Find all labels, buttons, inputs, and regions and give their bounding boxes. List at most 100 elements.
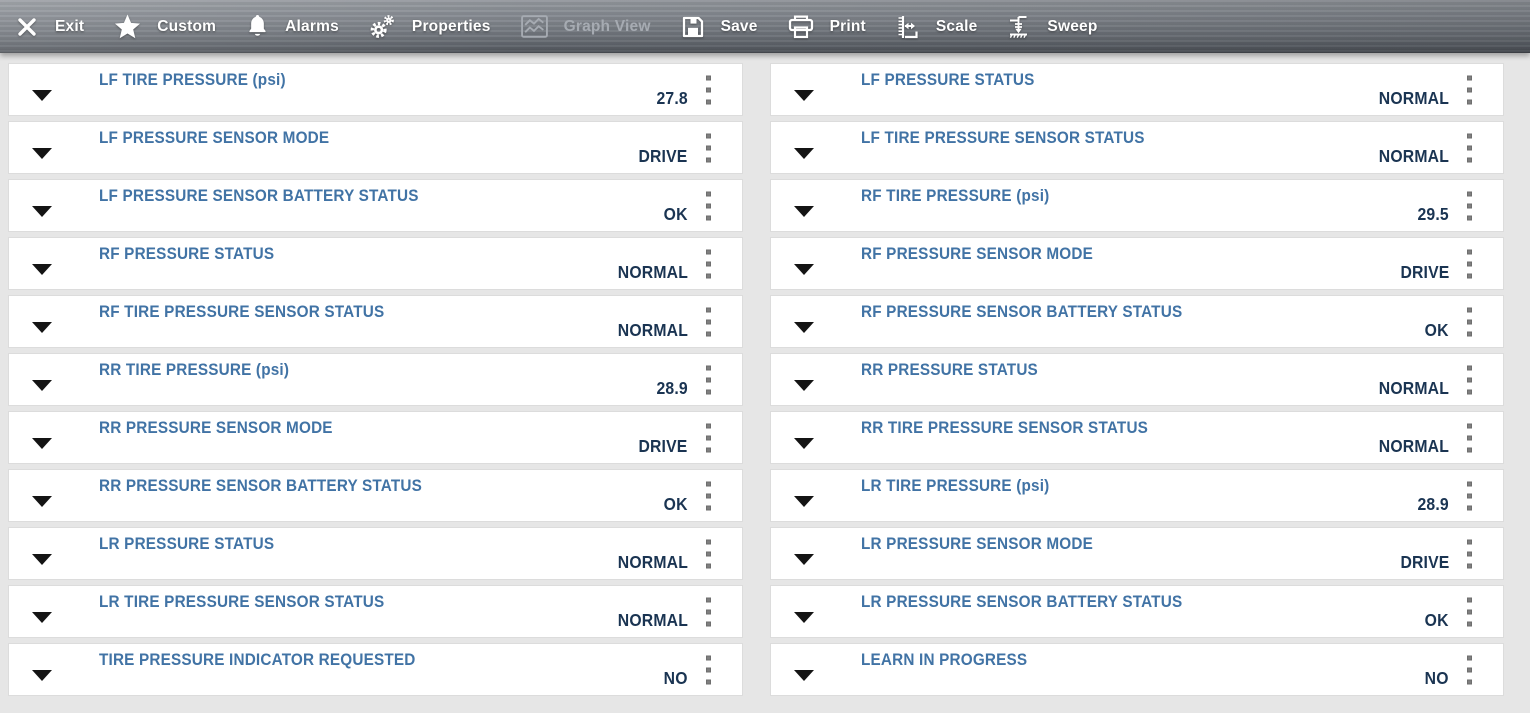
param-row[interactable]: LF PRESSURE STATUS NORMAL bbox=[769, 63, 1504, 116]
star-icon bbox=[113, 13, 142, 40]
row-menu-icon[interactable] bbox=[704, 537, 713, 570]
expand-caret-icon[interactable] bbox=[32, 90, 52, 101]
param-value: NORMAL bbox=[1378, 146, 1449, 166]
save-button[interactable]: Save bbox=[680, 14, 758, 40]
expand-caret-icon[interactable] bbox=[793, 322, 814, 333]
param-name-label: RF PRESSURE STATUS bbox=[99, 244, 275, 263]
param-row[interactable]: LF PRESSURE SENSOR BATTERY STATUS OK bbox=[8, 179, 743, 232]
row-menu-icon[interactable] bbox=[1465, 653, 1474, 686]
param-row[interactable]: LF PRESSURE SENSOR MODE DRIVE bbox=[8, 121, 743, 174]
custom-button[interactable]: Custom bbox=[113, 13, 216, 40]
sweep-button[interactable]: Sweep bbox=[1006, 14, 1097, 40]
row-menu-icon[interactable] bbox=[704, 189, 713, 222]
expand-caret-icon[interactable] bbox=[793, 612, 814, 623]
param-value: NORMAL bbox=[617, 610, 688, 630]
expand-caret-icon[interactable] bbox=[32, 206, 52, 217]
expand-caret-icon[interactable] bbox=[793, 554, 814, 565]
expand-caret-icon[interactable] bbox=[793, 148, 814, 159]
print-button[interactable]: Print bbox=[787, 14, 866, 40]
param-row[interactable]: LR PRESSURE SENSOR MODE DRIVE bbox=[769, 527, 1504, 580]
row-menu-icon[interactable] bbox=[704, 247, 713, 280]
row-menu-icon[interactable] bbox=[704, 363, 713, 396]
param-row[interactable]: RR PRESSURE SENSOR BATTERY STATUS OK bbox=[8, 469, 743, 522]
param-row[interactable]: LF TIRE PRESSURE (psi) 27.8 bbox=[8, 63, 743, 116]
row-menu-icon[interactable] bbox=[704, 305, 713, 338]
row-menu-icon[interactable] bbox=[704, 653, 713, 686]
param-value: DRIVE bbox=[1399, 262, 1449, 282]
expand-caret-icon[interactable] bbox=[793, 206, 814, 217]
parameter-column-left: LF TIRE PRESSURE (psi) 27.8 LF PRESSURE … bbox=[8, 63, 743, 696]
param-name-label: RF TIRE PRESSURE (psi) bbox=[860, 186, 1049, 205]
row-menu-icon[interactable] bbox=[1465, 537, 1474, 570]
exit-button[interactable]: Exit bbox=[14, 14, 84, 40]
expand-caret-icon[interactable] bbox=[32, 554, 52, 565]
param-row[interactable]: LF TIRE PRESSURE SENSOR STATUS NORMAL bbox=[769, 121, 1504, 174]
row-menu-icon[interactable] bbox=[704, 421, 713, 454]
expand-caret-icon[interactable] bbox=[32, 148, 52, 159]
row-menu-icon[interactable] bbox=[1465, 595, 1474, 628]
param-name-label: RR PRESSURE STATUS bbox=[860, 360, 1038, 379]
row-menu-icon[interactable] bbox=[704, 479, 713, 512]
printer-icon bbox=[787, 14, 815, 40]
param-name-label: LR PRESSURE SENSOR BATTERY STATUS bbox=[860, 592, 1182, 611]
expand-caret-icon[interactable] bbox=[32, 612, 52, 623]
param-row[interactable]: RR PRESSURE STATUS NORMAL bbox=[769, 353, 1504, 406]
param-row[interactable]: RR TIRE PRESSURE (psi) 28.9 bbox=[8, 353, 743, 406]
row-menu-icon[interactable] bbox=[704, 131, 713, 164]
param-row[interactable]: RF TIRE PRESSURE (psi) 29.5 bbox=[769, 179, 1504, 232]
expand-caret-icon[interactable] bbox=[793, 496, 814, 507]
row-menu-icon[interactable] bbox=[1465, 363, 1474, 396]
param-row[interactable]: RF PRESSURE SENSOR MODE DRIVE bbox=[769, 237, 1504, 290]
expand-caret-icon[interactable] bbox=[32, 380, 52, 391]
row-menu-icon[interactable] bbox=[1465, 479, 1474, 512]
param-value: OK bbox=[1425, 320, 1449, 340]
alarms-button[interactable]: Alarms bbox=[245, 13, 339, 40]
param-name-label: LF TIRE PRESSURE SENSOR STATUS bbox=[860, 128, 1145, 147]
param-row[interactable]: LEARN IN PROGRESS NO bbox=[769, 643, 1504, 696]
param-row[interactable]: RF PRESSURE STATUS NORMAL bbox=[8, 237, 743, 290]
expand-caret-icon[interactable] bbox=[32, 670, 52, 681]
graph-view-button: Graph View bbox=[520, 14, 651, 39]
expand-caret-icon[interactable] bbox=[793, 264, 814, 275]
row-menu-icon[interactable] bbox=[704, 595, 713, 628]
row-menu-icon[interactable] bbox=[704, 73, 713, 106]
param-row[interactable]: LR TIRE PRESSURE SENSOR STATUS NORMAL bbox=[8, 585, 743, 638]
expand-caret-icon[interactable] bbox=[793, 438, 814, 449]
param-row[interactable]: TIRE PRESSURE INDICATOR REQUESTED NO bbox=[8, 643, 743, 696]
expand-caret-icon[interactable] bbox=[32, 322, 52, 333]
save-icon bbox=[680, 14, 706, 40]
row-menu-icon[interactable] bbox=[1465, 189, 1474, 222]
row-menu-icon[interactable] bbox=[1465, 421, 1474, 454]
expand-caret-icon[interactable] bbox=[793, 670, 814, 681]
param-row[interactable]: LR PRESSURE SENSOR BATTERY STATUS OK bbox=[769, 585, 1504, 638]
expand-caret-icon[interactable] bbox=[32, 496, 52, 507]
row-menu-icon[interactable] bbox=[1465, 247, 1474, 280]
param-row[interactable]: RR TIRE PRESSURE SENSOR STATUS NORMAL bbox=[769, 411, 1504, 464]
param-value: DRIVE bbox=[638, 146, 688, 166]
expand-caret-icon[interactable] bbox=[793, 380, 814, 391]
param-name-label: LR PRESSURE SENSOR MODE bbox=[860, 534, 1093, 553]
expand-caret-icon[interactable] bbox=[793, 90, 814, 101]
param-row[interactable]: RF TIRE PRESSURE SENSOR STATUS NORMAL bbox=[8, 295, 743, 348]
param-value: OK bbox=[663, 494, 688, 514]
param-row[interactable]: RR PRESSURE SENSOR MODE DRIVE bbox=[8, 411, 743, 464]
param-value: NO bbox=[663, 668, 688, 688]
param-name-label: TIRE PRESSURE INDICATOR REQUESTED bbox=[99, 650, 416, 669]
parameter-column-right: LF PRESSURE STATUS NORMAL LF TIRE PRESSU… bbox=[769, 63, 1504, 696]
properties-button[interactable]: Properties bbox=[368, 13, 491, 40]
param-row[interactable]: RF PRESSURE SENSOR BATTERY STATUS OK bbox=[769, 295, 1504, 348]
properties-label: Properties bbox=[411, 17, 491, 35]
expand-caret-icon[interactable] bbox=[32, 438, 52, 449]
toolbar: Exit Custom Alarms Properties bbox=[0, 0, 1530, 53]
scale-button[interactable]: Scale bbox=[895, 14, 978, 40]
row-menu-icon[interactable] bbox=[1465, 73, 1474, 106]
row-menu-icon[interactable] bbox=[1465, 131, 1474, 164]
row-menu-icon[interactable] bbox=[1465, 305, 1474, 338]
print-label: Print bbox=[829, 17, 866, 35]
param-name-label: RF TIRE PRESSURE SENSOR STATUS bbox=[99, 302, 385, 321]
expand-caret-icon[interactable] bbox=[32, 264, 52, 275]
param-row[interactable]: LR PRESSURE STATUS NORMAL bbox=[8, 527, 743, 580]
alarms-label: Alarms bbox=[285, 17, 339, 35]
param-row[interactable]: LR TIRE PRESSURE (psi) 28.9 bbox=[769, 469, 1504, 522]
custom-label: Custom bbox=[157, 17, 217, 35]
